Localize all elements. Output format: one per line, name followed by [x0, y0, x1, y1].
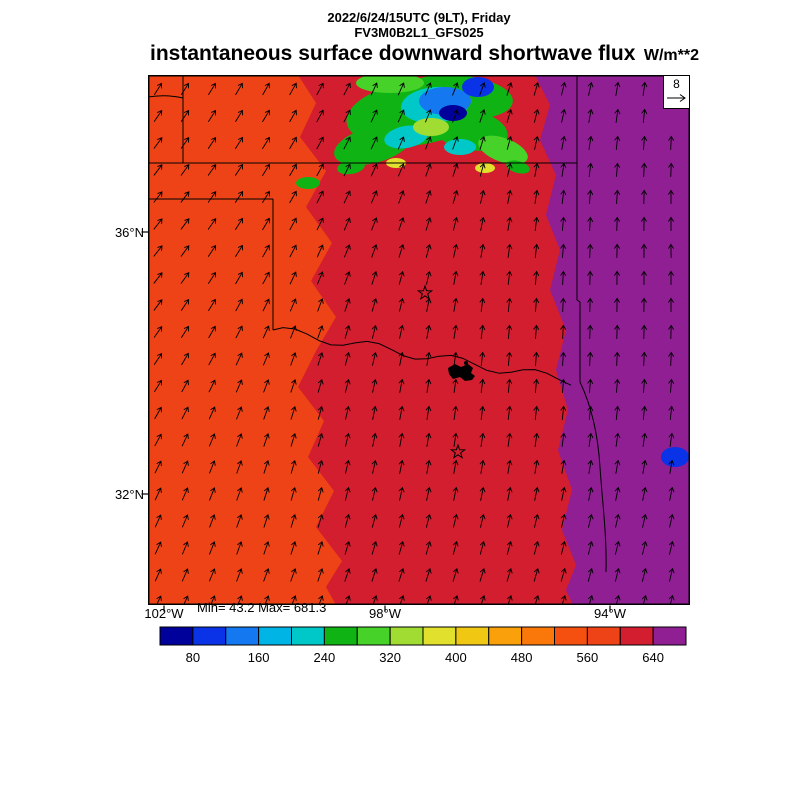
- lat-label-36n: 36°N: [114, 225, 144, 240]
- colorbar-legend: 80 160 240 320 400 480 560 640: [158, 626, 688, 668]
- colorbar-svg: 80 160 240 320 400 480 560 640: [159, 626, 687, 665]
- svg-text:400: 400: [445, 650, 467, 665]
- svg-text:480: 480: [511, 650, 533, 665]
- reference-arrow-icon: [667, 94, 686, 102]
- lon-label-94w: 94°W: [594, 606, 626, 621]
- svg-text:320: 320: [379, 650, 401, 665]
- model-run-label: FV3M0B2L1_GFS025: [354, 25, 484, 40]
- svg-text:640: 640: [642, 650, 664, 665]
- map-area: 8: [141, 75, 690, 612]
- minmax-label: Min= 43.2 Max= 681.3: [197, 600, 327, 615]
- wind-reference-value: 8: [673, 77, 680, 91]
- units-label: W/m**2: [643, 47, 699, 64]
- svg-text:160: 160: [248, 650, 270, 665]
- svg-text:560: 560: [577, 650, 599, 665]
- svg-text:80: 80: [186, 650, 200, 665]
- flux-map-svg: [141, 75, 690, 612]
- svg-text:240: 240: [314, 650, 336, 665]
- valid-time-label: 2022/6/24/15UTC (9LT), Friday: [327, 10, 511, 25]
- plot-title: instantaneous surface downward shortwave…: [150, 42, 636, 65]
- lon-label-102w: 102°W: [144, 606, 184, 621]
- lat-label-32n: 32°N: [114, 487, 144, 502]
- lon-label-98w: 98°W: [369, 606, 401, 621]
- wind-reference-box: 8: [663, 75, 690, 109]
